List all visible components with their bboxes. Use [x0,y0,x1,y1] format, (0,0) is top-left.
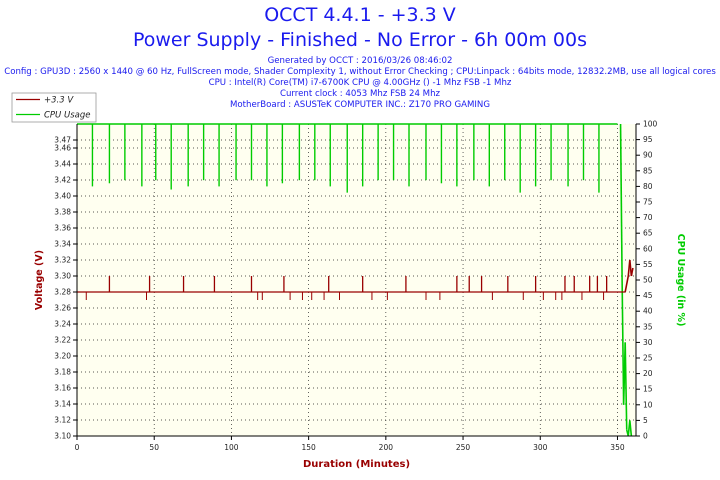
y2-tick-label: 10 [643,400,653,409]
cpu-end-segment [629,420,633,437]
chart-title: OCCT 4.4.1 - +3.3 V [264,4,456,26]
info-generated: Generated by OCCT : 2016/03/26 08:46:02 [267,56,453,66]
plot-area [77,124,636,436]
y-tick-label: 3.38 [54,208,71,217]
y2-axis-label: CPU Usage (in %) [675,234,686,327]
y2-tick-label: 5 [643,416,648,425]
x-tick-label: 200 [379,443,394,452]
y2-tick-label: 25 [643,354,653,363]
cpu-end-segment [619,123,623,281]
chart-subtitle: Power Supply - Finished - No Error - 6h … [132,29,588,51]
y2-tick-label: 15 [643,385,653,394]
legend: +3.3 V CPU Usage [11,92,97,123]
y-tick-label: 3.22 [54,336,71,345]
x-tick-label: 250 [456,443,471,452]
y2-tick-label: 60 [643,244,653,253]
y-tick-label: 3.42 [54,176,71,185]
x-tick-label: 0 [75,443,80,452]
y-tick-label: 3.10 [54,432,71,441]
y2-tick-label: 95 [643,135,653,144]
legend-label-voltage: +3.3 V [44,96,74,106]
y2-tick-label: 30 [643,338,653,347]
y2-tick-label: 0 [643,432,648,441]
y-tick-label: 3.36 [54,224,71,233]
x-tick-label: 300 [533,443,548,452]
y-tick-label: 3.32 [54,256,71,265]
y2-tick-label: 65 [643,229,653,238]
y2-tick-label: 50 [643,276,653,285]
x-tick-label: 350 [610,443,625,452]
y2-tick-label: 90 [643,151,653,160]
series-voltage [77,259,634,300]
series-layer [77,123,634,437]
x-tick-label: 50 [149,443,159,452]
y2-tick-label: 45 [643,291,653,300]
y-tick-label: 3.30 [54,272,71,281]
y-axis-label: Voltage (V) [34,250,45,310]
info-motherboard: MotherBoard : ASUSTeK COMPUTER INC.: Z17… [229,100,491,110]
y2-tick-label: 20 [643,369,653,378]
y-tick-label: 3.28 [54,288,71,297]
y2-tick-label: 75 [643,198,653,207]
legend-label-cpu: CPU Usage [44,111,90,121]
y2-tick-label: 80 [643,182,653,191]
voltage-end-segment [624,275,630,293]
y2-tick-label: 35 [643,322,653,331]
y-tick-label: 3.16 [54,384,71,393]
info-clock: Current clock : 4053 Mhz FSB 24 Mhz [279,89,441,99]
x-tick-label: 100 [224,443,239,452]
x-axis-label: Duration (Minutes) [303,459,410,470]
legend-box [11,92,97,123]
y2-tick-label: 40 [643,307,653,316]
info-config: Config : GPU3D : 2560 x 1440 @ 60 Hz, Fu… [4,67,716,77]
y-tick-label: 3.24 [54,320,71,329]
grid-lines [77,124,636,436]
y-tick-label: 3.26 [54,304,71,313]
voltage-end-segment [630,267,634,277]
y-tick-label: 3.47 [54,136,71,145]
y2-tick-label: 85 [643,166,653,175]
y-tick-label: 3.46 [54,144,71,153]
info-cpu: CPU : Intel(R) Core(TM) i7-6700K CPU @ 4… [208,78,512,88]
y-tick-label: 3.18 [54,368,71,377]
y-tick-label: 3.12 [54,416,71,425]
y2-tick-label: 70 [643,213,653,222]
y2-tick-label: 55 [643,260,653,269]
series-cpu-usage [77,123,633,437]
y-tick-label: 3.34 [54,240,71,249]
y-tick-label: 3.40 [54,192,71,201]
y-tick-label: 3.20 [54,352,71,361]
cpu-end-segment [624,342,628,430]
x-tick-label: 150 [301,443,316,452]
y2-tick-label: 100 [643,120,658,129]
axes: 0 50 100 150 200 250 300 3503.103.123.143.163.1… [54,120,657,453]
y-tick-label: 3.14 [54,400,71,409]
y-tick-label: 3.44 [54,160,71,169]
